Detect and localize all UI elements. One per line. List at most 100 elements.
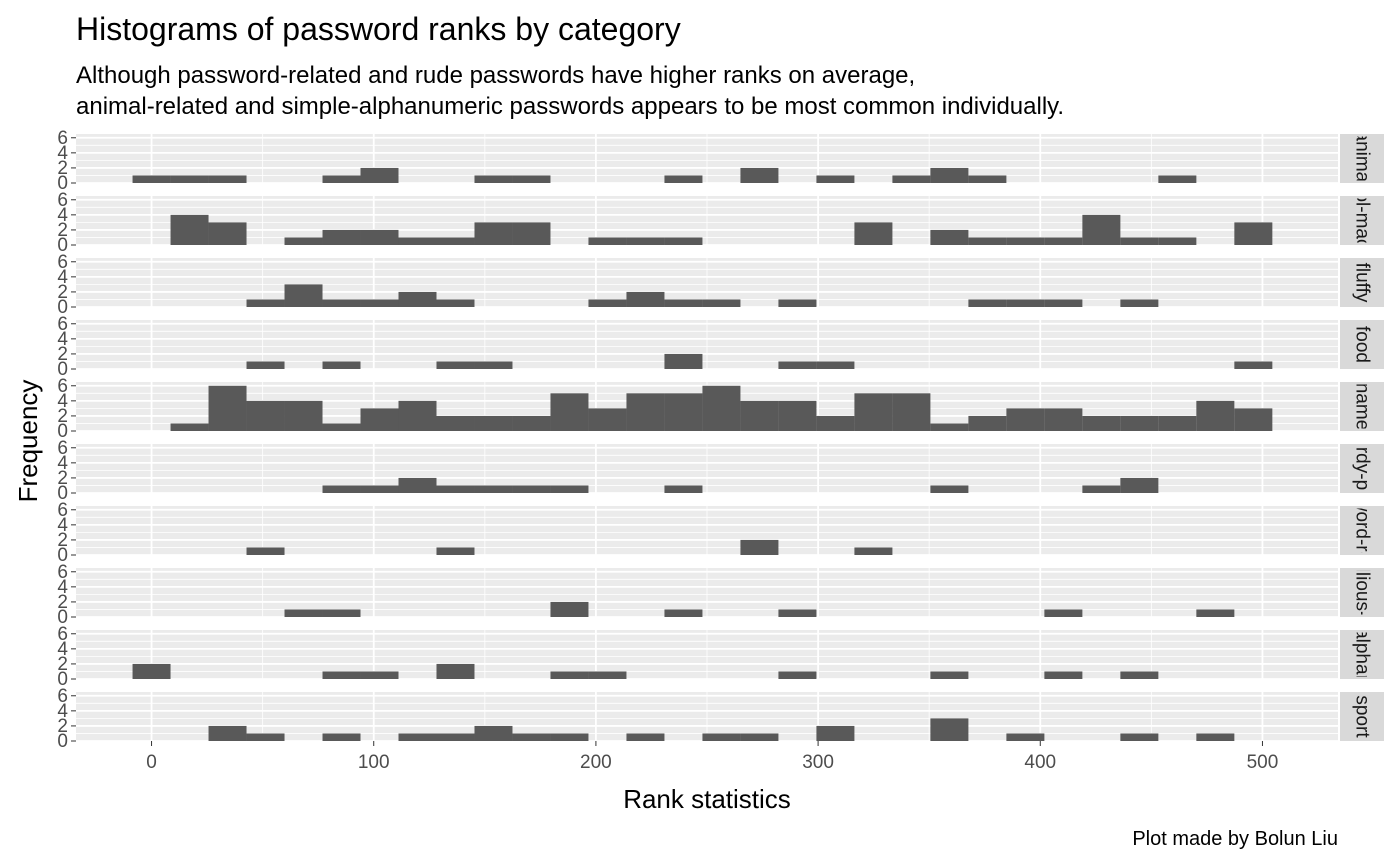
histogram-bar: [588, 408, 627, 431]
chart-title: Histograms of password ranks by category: [76, 11, 681, 47]
histogram-bar: [740, 733, 779, 741]
histogram-bar: [664, 609, 703, 617]
histogram-bar: [322, 423, 361, 431]
histogram-bar: [1082, 485, 1121, 493]
histogram-bar: [930, 485, 969, 493]
histogram-bar: [1234, 361, 1273, 369]
histogram-bar: [778, 400, 817, 431]
y-axis-title: Frequency: [13, 380, 43, 503]
facet-strip-label: food: [1352, 326, 1373, 363]
histogram-bar: [246, 547, 285, 555]
histogram-bar: [322, 733, 361, 741]
histogram-bar: [1006, 237, 1045, 245]
histogram-bar: [322, 485, 361, 493]
histogram-bar: [132, 175, 171, 183]
histogram-bar: [170, 175, 209, 183]
y-tick-label: 4: [57, 701, 68, 722]
histogram-bar: [322, 671, 361, 679]
histogram-bar: [1196, 733, 1235, 741]
histogram-bar: [1082, 415, 1121, 431]
histogram-bar: [664, 299, 703, 307]
histogram-bar: [664, 393, 703, 431]
histogram-bar: [664, 237, 703, 245]
histogram-bar: [512, 222, 551, 245]
histogram-bar: [626, 393, 665, 431]
histogram-bar: [1120, 415, 1159, 431]
histogram-bar: [436, 485, 475, 493]
histogram-bar: [322, 361, 361, 369]
histogram-bar: [246, 299, 285, 307]
y-tick-label: 4: [57, 515, 68, 536]
histogram-bar: [360, 167, 399, 183]
y-tick-label: 6: [57, 376, 68, 397]
histogram-bar: [1234, 408, 1273, 431]
y-tick-label: 4: [57, 329, 68, 350]
histogram-bar: [930, 718, 969, 741]
facet-strip: [1340, 320, 1384, 369]
histogram-bar: [1196, 400, 1235, 431]
histogram-bar: [778, 361, 817, 369]
histogram-bar: [322, 175, 361, 183]
histogram-bar: [284, 609, 323, 617]
histogram-bar: [702, 385, 741, 431]
facet-strip: [1340, 444, 1384, 493]
histogram-bar: [588, 237, 627, 245]
x-tick-label: 100: [358, 752, 390, 773]
histogram-bar: [968, 415, 1007, 431]
histogram-bar: [550, 601, 589, 617]
y-tick-label: 0: [57, 421, 68, 442]
x-tick-label: 300: [802, 752, 834, 773]
y-tick-label: 2: [57, 468, 68, 489]
histogram-bar: [930, 423, 969, 431]
histogram-bar: [322, 299, 361, 307]
y-tick-label: 6: [57, 686, 68, 707]
chart-subtitle-line-1: Although password-related and rude passw…: [76, 62, 915, 89]
histogram-bar: [1120, 299, 1159, 307]
histogram-bar: [626, 733, 665, 741]
y-tick-label: 0: [57, 359, 68, 380]
histogram-bar: [626, 237, 665, 245]
histogram-bar: [246, 733, 285, 741]
facet-strip: [1340, 382, 1384, 431]
histogram-bar: [512, 415, 551, 431]
histogram-bar: [588, 671, 627, 679]
histogram-bar: [778, 609, 817, 617]
x-tick-label: 500: [1247, 752, 1279, 773]
y-tick-label: 4: [57, 453, 68, 474]
histogram-bar: [398, 477, 437, 493]
histogram-bar: [816, 725, 855, 741]
histogram-bar: [512, 733, 551, 741]
y-tick-label: 0: [57, 731, 68, 752]
histogram-bar: [816, 175, 855, 183]
y-tick-label: 4: [57, 205, 68, 226]
histogram-bar: [740, 400, 779, 431]
y-tick-label: 2: [57, 592, 68, 613]
histogram-bar: [968, 237, 1007, 245]
y-tick-label: 6: [57, 438, 68, 459]
chart-caption: Plot made by Bolun Liu: [1132, 828, 1338, 850]
y-tick-label: 2: [57, 282, 68, 303]
y-tick-label: 0: [57, 297, 68, 318]
histogram-bar: [436, 733, 475, 741]
y-tick-label: 2: [57, 530, 68, 551]
histogram-bar: [1120, 733, 1159, 741]
y-tick-label: 0: [57, 545, 68, 566]
histogram-bar: [208, 175, 247, 183]
histogram-bar: [474, 725, 513, 741]
histogram-bar: [664, 485, 703, 493]
histogram-bar: [132, 663, 171, 679]
histogram-bar: [436, 547, 475, 555]
histogram-bar: [512, 175, 551, 183]
histogram-bar: [360, 229, 399, 245]
histogram-bar: [816, 361, 855, 369]
y-tick-label: 4: [57, 391, 68, 412]
histogram-bar: [208, 222, 247, 245]
histogram-bar: [436, 415, 475, 431]
histogram-bar: [360, 671, 399, 679]
facet-strip-label: rebellious-rude: [1352, 530, 1373, 656]
